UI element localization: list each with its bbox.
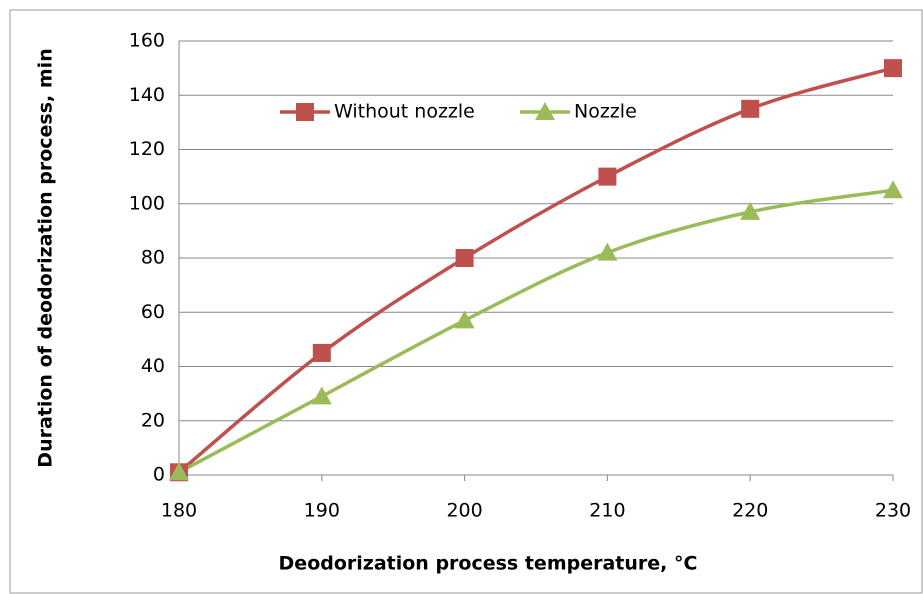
y-tick-label: 100 [129,192,165,214]
y-tick-label: 40 [141,355,165,377]
x-tick-label: 200 [446,500,482,522]
y-tick-label: 60 [141,301,165,323]
marker [296,103,314,121]
x-tick-label: 210 [589,500,625,522]
marker [740,201,761,220]
y-tick-label: 140 [129,84,165,106]
y-axis-label: Duration of deodorization process, min [35,48,57,467]
marker [455,249,474,267]
y-tick-label: 120 [129,138,165,160]
marker [598,167,617,186]
marker [312,343,331,362]
marker [535,102,555,120]
marker [169,462,189,481]
legend-label: Without nozzle [334,101,475,123]
series-line [177,66,894,474]
y-tick-label: 0 [153,464,165,486]
legend-label: Nozzle [574,101,637,123]
marker [884,59,902,78]
x-tick-label: 220 [732,500,768,522]
marker [883,180,903,199]
frame [9,9,923,594]
marker [311,386,332,405]
y-tick-label: 20 [141,409,165,431]
marker [454,310,475,329]
series-line [178,188,894,474]
x-tick-label: 230 [875,500,911,522]
x-tick-label: 180 [161,500,197,522]
y-tick-label: 80 [141,247,165,269]
x-tick-label: 190 [304,500,340,522]
y-tick-label: 160 [129,30,165,52]
marker [741,99,760,118]
marker [597,242,618,261]
x-axis-label: Deodorization process temperature, °C [279,553,698,575]
